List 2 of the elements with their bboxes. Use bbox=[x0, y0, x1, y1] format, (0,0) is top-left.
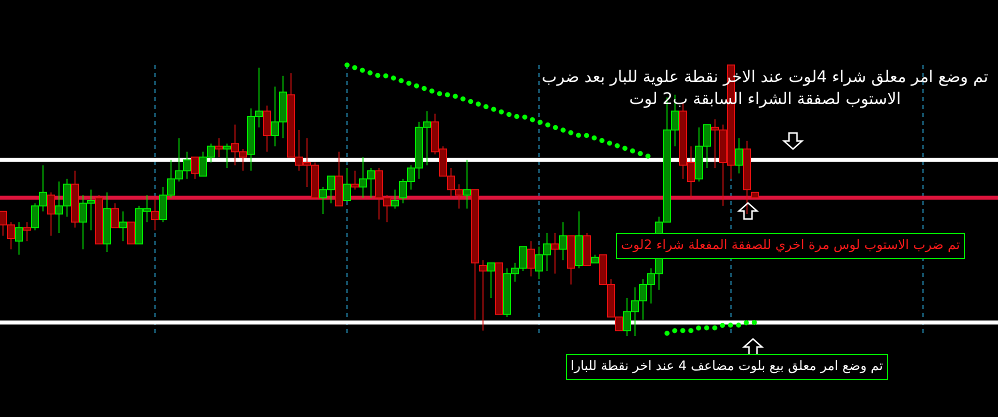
text: تم وضع امر معلق بيع بلوت مضاعف 4 عند اخر نقطة للبارا bbox=[566, 354, 888, 380]
annotation: تم ضرب الاستوب لوس مرة اخري للصفقة المفعلة شراء 2لوت bbox=[616, 233, 965, 259]
